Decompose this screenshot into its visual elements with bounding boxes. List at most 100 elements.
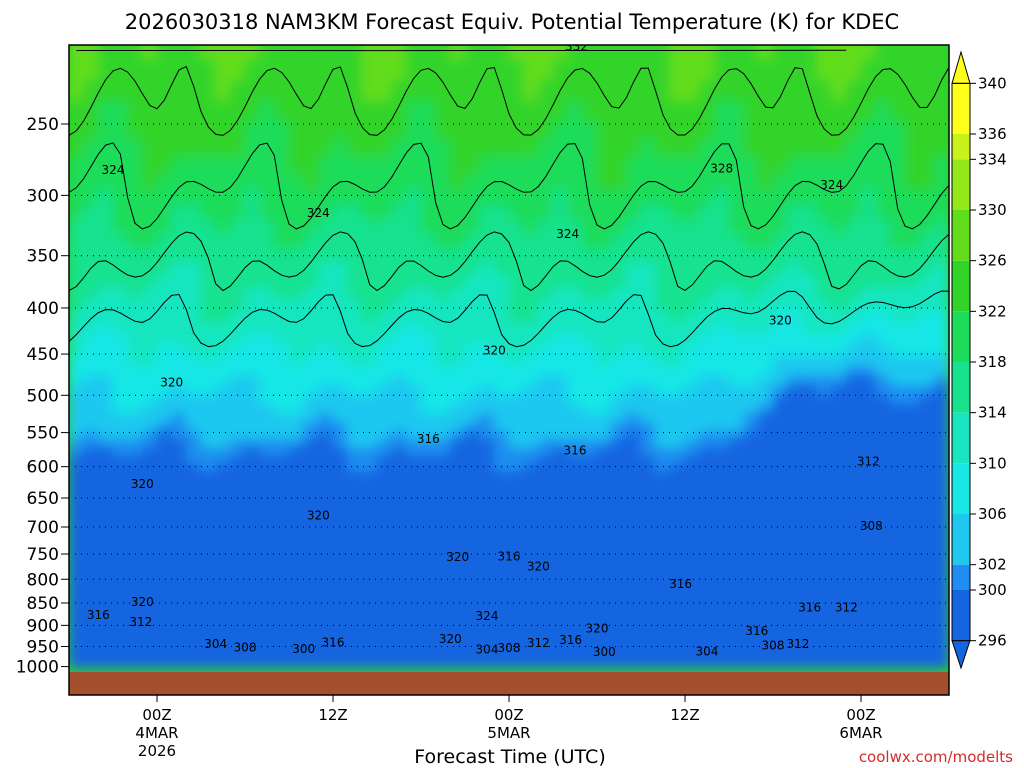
field-cell [464, 508, 481, 517]
field-cell [97, 439, 114, 449]
field-cell [699, 493, 715, 503]
field-cell [229, 508, 246, 517]
field-cell [831, 612, 847, 619]
field-cell [215, 508, 231, 517]
field-cell [244, 653, 261, 660]
field-cell [449, 287, 466, 301]
field-cell [889, 478, 906, 488]
field-cell [816, 220, 833, 236]
field-cell [200, 220, 217, 236]
field-cell [757, 344, 774, 357]
field-cell [523, 658, 539, 664]
contour-label: 316 [322, 635, 345, 649]
field-cell [200, 658, 217, 664]
field-cell [156, 541, 173, 550]
field-cell [259, 365, 275, 377]
field-cell [288, 658, 305, 664]
field-cell [537, 508, 554, 517]
field-cell [97, 617, 114, 625]
field-cell [523, 471, 539, 480]
field-cell [933, 299, 949, 313]
field-cell [772, 633, 789, 640]
field-cell [405, 541, 422, 550]
field-cell [141, 422, 158, 432]
field-cell [611, 261, 627, 276]
field-cell [435, 560, 451, 568]
field-cell [831, 486, 847, 495]
field-cell [581, 617, 598, 625]
field-cell [801, 274, 818, 289]
field-cell [757, 173, 774, 191]
field-cell [596, 528, 613, 537]
field-cell [97, 612, 114, 619]
field-cell [684, 385, 701, 396]
field-cell [435, 413, 451, 424]
field-cell [860, 648, 877, 655]
field-cell [405, 311, 422, 324]
field-cell [523, 413, 539, 424]
field-cell [493, 628, 510, 635]
field-cell [787, 554, 803, 562]
field-cell [684, 566, 701, 574]
field-cell [860, 234, 877, 250]
field-cell [845, 299, 862, 313]
field-cell [831, 447, 847, 457]
field-cell [845, 333, 862, 346]
field-cell [596, 173, 613, 191]
field-cell [141, 220, 158, 236]
field-cell [669, 189, 686, 207]
y-tick-label: 550 [27, 424, 59, 444]
field-cell [69, 554, 85, 562]
field-cell [669, 430, 686, 441]
field-cell [303, 515, 319, 523]
field-cell [83, 173, 99, 191]
field-cell [244, 535, 261, 543]
field-cell [757, 156, 774, 175]
field-cell [332, 638, 349, 645]
field-cell [171, 560, 187, 568]
field-cell [493, 205, 510, 222]
field-cell [405, 584, 422, 592]
field-cell [581, 501, 598, 510]
field-cell [493, 439, 510, 449]
field-cell [567, 365, 583, 377]
field-cell [523, 617, 539, 625]
field-cell [347, 572, 363, 580]
field-cell [83, 287, 99, 301]
field-cell [244, 595, 261, 603]
field-cell [640, 643, 657, 650]
field-cell [611, 299, 627, 313]
field-cell [904, 261, 921, 276]
field-cell [347, 471, 363, 480]
contour-label: 324 [556, 227, 579, 241]
field-cell [787, 653, 803, 660]
field-cell [332, 633, 349, 640]
field-cell [684, 413, 701, 424]
field-cell [141, 617, 158, 625]
field-cell [933, 566, 949, 574]
field-cell [420, 173, 437, 191]
field-cell [376, 595, 393, 603]
field-cell [816, 578, 833, 586]
field-cell [376, 299, 393, 313]
field-cell [97, 274, 114, 289]
field-cell [479, 535, 495, 543]
field-cell [875, 299, 891, 313]
field-cell [127, 578, 143, 586]
field-cell [801, 658, 818, 664]
field-cell [141, 156, 158, 175]
field-cell [464, 333, 481, 346]
field-cell [860, 173, 877, 191]
field-cell [229, 658, 246, 664]
field-cell [743, 439, 759, 449]
field-cell [97, 80, 114, 102]
field-cell [581, 566, 598, 574]
field-cell [552, 617, 569, 625]
field-cell [317, 628, 334, 635]
field-cell [317, 430, 334, 441]
field-cell [493, 601, 510, 609]
field-cell [919, 375, 935, 387]
field-cell [699, 572, 715, 580]
field-cell [889, 528, 906, 537]
field-cell [889, 566, 906, 574]
